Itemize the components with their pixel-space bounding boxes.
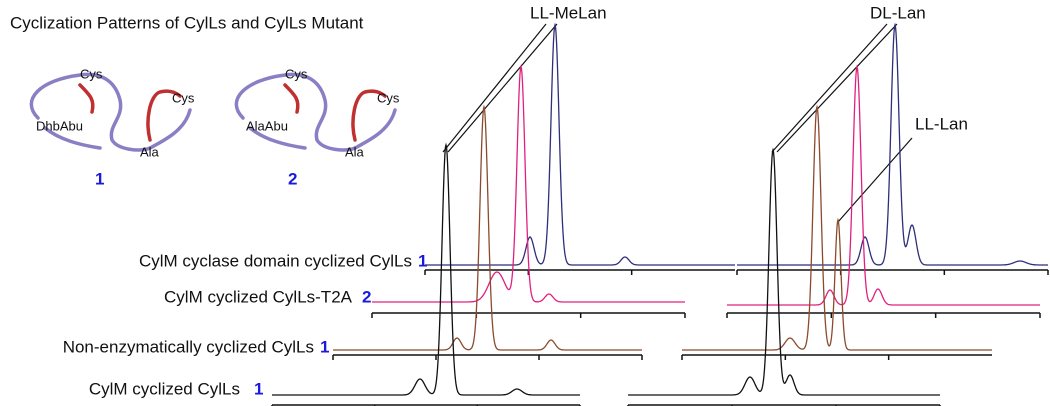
trace-number: 1 — [320, 337, 329, 356]
trace — [333, 104, 642, 351]
trace-label: CylM cyclized CylLs — [89, 379, 240, 398]
peak-label: DL-Lan — [870, 3, 926, 22]
peptide-chain — [248, 126, 307, 150]
peptide-chain — [234, 72, 357, 152]
residue: AlaAbu — [246, 118, 288, 133]
peak-label: LL-MeLan — [530, 3, 607, 22]
residue: DhbAbu — [36, 118, 83, 133]
peptide-chain — [353, 108, 397, 150]
structure — [29, 72, 192, 152]
peak-label: LL-Lan — [915, 114, 968, 133]
trace-number: 1 — [418, 251, 427, 270]
trace-number: 2 — [362, 287, 371, 306]
trace-label: CylM cyclase domain cyclized CylLs — [139, 251, 412, 270]
trace — [272, 142, 580, 396]
figure-title: Cyclization Patterns of CylLs and CylLs … — [10, 13, 364, 32]
trace — [682, 104, 992, 351]
trace-label: CylM cyclized CylLs-T2A — [164, 287, 353, 306]
residue: Cys — [80, 66, 103, 81]
residue: Cys — [172, 90, 195, 105]
connector — [776, 23, 898, 153]
structure-number: 1 — [95, 169, 104, 188]
structure — [234, 72, 397, 152]
bridge — [283, 83, 300, 114]
structure-number: 2 — [288, 169, 297, 188]
peptide-chain — [29, 72, 152, 152]
trace — [628, 147, 940, 396]
connector — [442, 23, 547, 153]
bridge — [146, 89, 182, 142]
residue: Cys — [377, 90, 400, 105]
connector — [447, 23, 558, 153]
bridge — [351, 89, 387, 142]
trace — [737, 22, 1048, 266]
peptide-chain — [148, 108, 192, 150]
trace — [372, 64, 685, 303]
connectors — [442, 23, 913, 223]
peptide-chain — [43, 126, 102, 150]
residue: Cys — [285, 66, 308, 81]
residue: Ala — [345, 144, 365, 159]
chromatograms — [271, 22, 1049, 406]
residue: Ala — [140, 144, 160, 159]
connector — [771, 23, 888, 153]
bridge — [78, 83, 95, 114]
trace — [425, 22, 735, 266]
trace-label: Non-enzymatically cyclized CylLs — [63, 337, 314, 356]
trace-number: 1 — [254, 379, 263, 398]
